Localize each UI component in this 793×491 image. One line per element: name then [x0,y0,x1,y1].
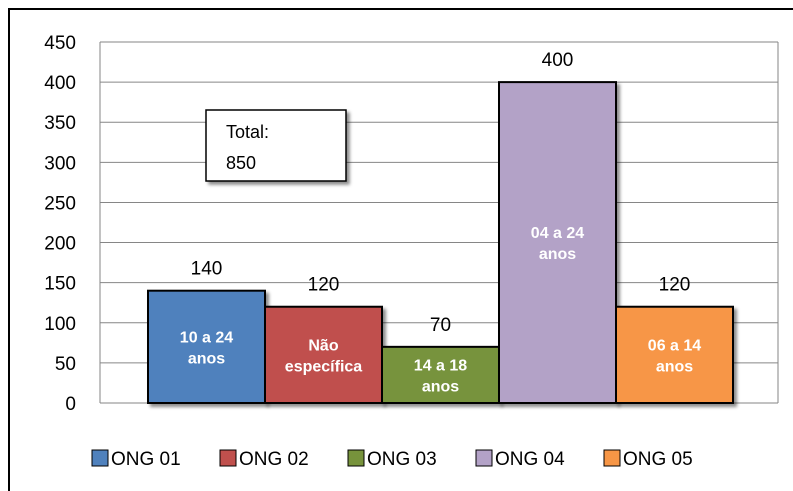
legend-label: ONG 03 [367,449,437,470]
y-tick-label: 300 [44,153,76,174]
total-annotation [205,109,347,182]
bar [264,305,383,405]
y-tick-label: 150 [44,274,76,295]
bar-inner-label: anos [539,246,576,263]
bar-inner-label: anos [188,350,225,367]
total-label: Total: [226,122,269,142]
bar-value-label: 120 [308,275,340,296]
y-tick-label: 350 [44,113,76,134]
bar [381,345,500,405]
y-tick-label: 50 [55,354,76,375]
bar-inner-label: 14 a 18 [414,357,467,374]
y-tick-label: 400 [44,73,76,94]
bars [147,81,734,405]
bar [498,81,617,404]
y-tick-label: 100 [44,314,76,335]
bar-inner-label: anos [656,358,693,375]
legend-swatch [475,449,493,467]
bar-inner-label: 10 a 24 [180,329,233,346]
legend-label: ONG 01 [111,449,181,470]
bar-inner-label: 04 a 24 [531,225,584,242]
total-value: 850 [226,153,256,173]
bar-value-label: 70 [430,315,451,336]
bar-value-label: 400 [542,50,574,71]
chart-border [8,8,793,491]
y-tick-label: 0 [65,394,76,415]
y-tick-label: 250 [44,193,76,214]
legend: ONG 01 ONG 02 ONG 03 ONG 04 ONG 05 [91,449,693,470]
legend-swatch [603,449,621,467]
bar-inner-label: 06 a 14 [648,337,701,354]
legend-swatch [219,449,237,467]
data-labels: 140 10 a 24 anos 120 Não específica 70 14 a 18 a… [180,50,701,395]
bar-inner-label: anos [422,378,459,395]
bar-inner-label: específica [285,358,362,375]
y-tick-label: 450 [44,33,76,54]
bar [147,289,266,405]
y-axis-ticks: 0 50 100 150 200 250 300 350 400 450 [44,33,76,415]
legend-label: ONG 04 [495,449,565,470]
total-box [205,109,347,182]
bar [615,305,734,405]
legend-label: ONG 02 [239,449,309,470]
bar-value-label: 120 [659,275,691,296]
y-tick-label: 200 [44,234,76,255]
legend-swatch [91,449,109,467]
bar-inner-label: Não [308,337,338,354]
bar-value-label: 140 [191,259,223,280]
legend-swatch [347,449,365,467]
legend-label: ONG 05 [623,449,693,470]
